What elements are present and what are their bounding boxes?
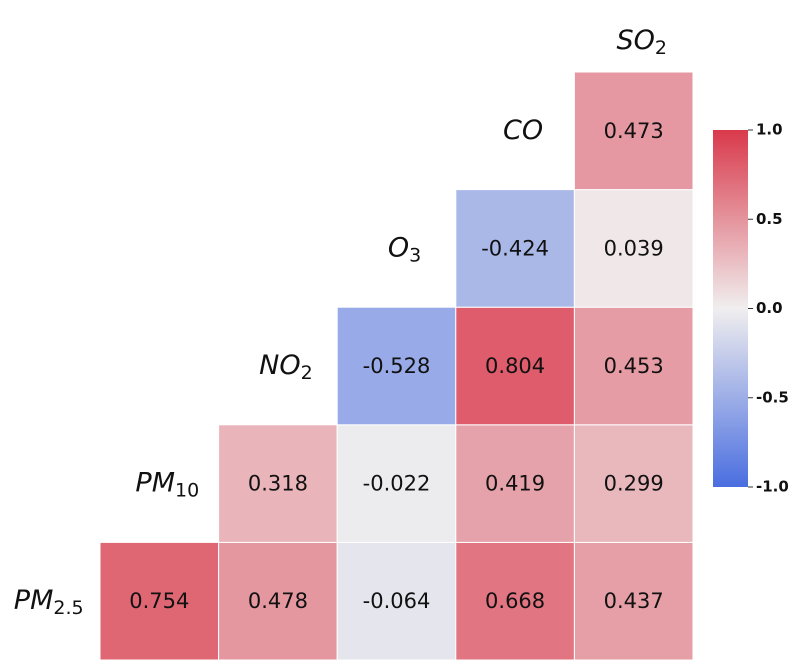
variable-label: PM10 xyxy=(135,467,199,501)
colorbar-tick-label: -1.0 xyxy=(756,478,789,496)
cell-value: 0.419 xyxy=(485,472,545,496)
variable-label: CO xyxy=(503,114,543,145)
heatmap-cell xyxy=(218,424,338,543)
heatmap-cell xyxy=(99,541,220,661)
heatmap-cell xyxy=(455,541,575,661)
cell-value: 0.299 xyxy=(604,472,664,496)
cell-value: 0.437 xyxy=(604,589,664,613)
colorbar-tick-label: 0.0 xyxy=(756,299,783,317)
heatmap-cell xyxy=(573,424,694,543)
variable-label: SO2 xyxy=(616,25,666,59)
heatmap-cell xyxy=(455,424,575,543)
cell-value: -0.528 xyxy=(363,354,431,378)
cell-value: -0.022 xyxy=(363,472,431,496)
heatmap-cell xyxy=(573,541,694,661)
cell-value: 0.473 xyxy=(604,119,664,143)
heatmap-cell xyxy=(573,306,694,426)
colorbar xyxy=(713,130,748,487)
cell-value: 0.318 xyxy=(248,472,308,496)
colorbar-tick-label: 0.5 xyxy=(756,210,783,228)
colorbar-tick-label: -0.5 xyxy=(756,388,789,406)
cell-value: 0.478 xyxy=(248,589,308,613)
colorbar-tick-label: 1.0 xyxy=(756,121,783,139)
heatmap-cell xyxy=(336,424,457,543)
cell-value: 0.039 xyxy=(604,236,664,260)
cell-value: 0.668 xyxy=(485,589,545,613)
variable-label: PM2.5 xyxy=(14,585,84,619)
cell-value: -0.064 xyxy=(363,589,431,613)
cell-value: -0.424 xyxy=(481,236,549,260)
variable-label: NO2 xyxy=(259,350,313,384)
cell-value: 0.804 xyxy=(485,354,545,378)
heatmap-cell xyxy=(573,71,694,191)
variable-label: O3 xyxy=(388,232,421,266)
heatmap-cell xyxy=(455,189,575,308)
cell-value: 0.453 xyxy=(604,354,664,378)
heatmap-cell xyxy=(336,306,457,426)
heatmap-cell xyxy=(218,541,338,661)
cell-value: 0.754 xyxy=(129,589,189,613)
